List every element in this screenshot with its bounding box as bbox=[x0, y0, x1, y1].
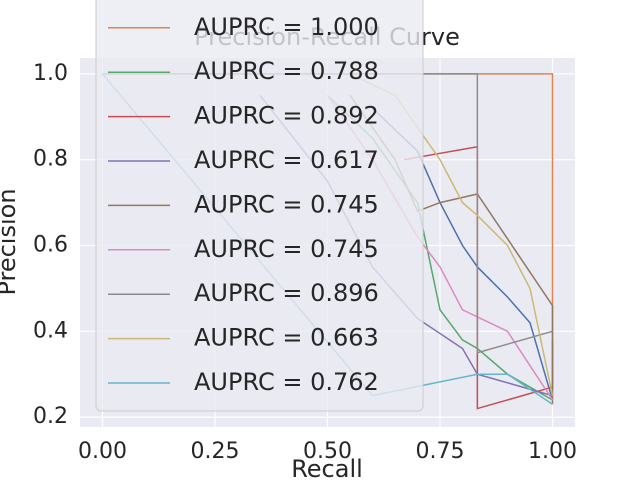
x-tick-label: 1.00 bbox=[528, 439, 577, 464]
y-tick-label: 0.4 bbox=[33, 318, 68, 343]
legend-label: AUPRC = 1.000 bbox=[194, 13, 379, 41]
legend-box bbox=[95, 0, 424, 412]
legend-label: AUPRC = 0.663 bbox=[194, 324, 379, 352]
legend-label: AUPRC = 0.896 bbox=[194, 279, 379, 307]
x-tick-label: 0.75 bbox=[416, 439, 465, 464]
y-tick-label: 0.6 bbox=[33, 233, 68, 258]
x-axis-label: Recall bbox=[291, 455, 363, 480]
y-tick-label: 1.0 bbox=[33, 61, 68, 86]
legend-label: AUPRC = 0.745 bbox=[194, 235, 379, 263]
legend-label: AUPRC = 0.745 bbox=[194, 190, 379, 218]
x-tick-label: 0.25 bbox=[191, 439, 240, 464]
y-tick-label: 0.2 bbox=[33, 404, 68, 429]
y-axis-label: Precision bbox=[0, 188, 21, 295]
x-tick-label: 0.50 bbox=[303, 439, 352, 464]
legend-label: AUPRC = 0.892 bbox=[194, 102, 379, 130]
x-tick-label: 0.00 bbox=[78, 439, 127, 464]
legend-label: AUPRC = 0.788 bbox=[194, 57, 379, 85]
legend-label: AUPRC = 0.617 bbox=[194, 146, 379, 174]
legend-label: AUPRC = 0.762 bbox=[194, 368, 379, 396]
y-tick-label: 0.8 bbox=[33, 147, 68, 172]
